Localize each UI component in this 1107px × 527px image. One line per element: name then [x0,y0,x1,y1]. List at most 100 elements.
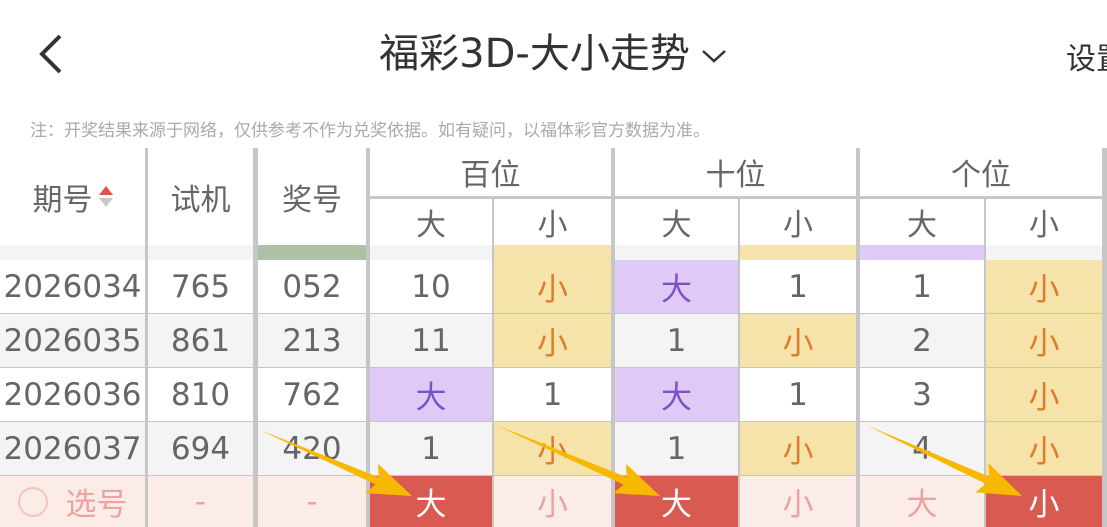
partial-row-cell [370,245,492,260]
trend-cell: 小 [986,314,1102,367]
trend-cell: 大 [370,368,492,421]
partial-row-cell [860,245,984,260]
title-text: 福彩3D-大小走势 [379,31,690,77]
header-group-2-text: 个位 [951,158,1011,193]
trend-cell-text: 大 [415,380,447,416]
header-period-text: 期号 [32,182,93,218]
partial-row-cell [986,245,1102,260]
test-cell-text: 861 [170,322,231,359]
trend-cell: 2 [860,314,984,367]
trend-cell-text: 小 [537,326,568,362]
trend-cell-text: 小 [782,326,814,362]
test-cell: 810 [148,368,253,421]
header-prize-text: 奖号 [282,182,342,218]
radio-icon[interactable] [17,486,48,517]
back-button[interactable] [34,30,74,78]
header-small-text: 小 [1029,208,1059,243]
period-cell-text: 2026036 [3,376,142,413]
select-test-text: - [194,483,207,520]
header-small: 小 [986,199,1102,245]
trend-cell: 小 [986,422,1102,475]
trend-cell: 小 [740,314,856,367]
select-option-selected[interactable]: 大 [615,476,738,527]
trend-cell: 1 [370,422,492,475]
trend-cell: 1 [860,260,984,313]
trend-cell-text: 大 [661,380,692,416]
select-test: - [148,476,253,527]
trend-cell-text: 小 [1028,272,1060,308]
header-small: 小 [740,199,856,245]
select-option[interactable]: 小 [740,476,856,527]
prize-cell-text: 052 [282,268,342,305]
select-option-selected[interactable]: 大 [370,476,492,527]
select-option-selected-text: 大 [415,487,447,523]
period-cell: 2026034 [0,260,145,313]
header-big: 大 [370,199,492,245]
trend-cell-text: 1 [912,268,932,305]
test-cell: 765 [148,260,253,313]
header-period[interactable]: 期号 [0,148,145,245]
chevron-down-icon [702,50,726,63]
trend-cell: 11 [370,314,492,367]
trend-cell: 1 [494,368,611,421]
select-prize-text: - [306,483,318,520]
select-option-selected-text: 大 [661,487,692,523]
header-small: 小 [494,199,611,245]
period-cell: 2026036 [0,368,145,421]
trend-cell-text: 1 [542,376,563,413]
header-group-0: 百位 [370,148,611,196]
header-group-2: 个位 [860,148,1102,196]
trend-cell-text: 小 [1028,380,1060,416]
trend-cell-text: 1 [788,376,808,413]
test-cell-text: 694 [170,430,231,467]
header-big-text: 大 [907,208,937,243]
sort-icon[interactable] [98,186,113,207]
select-option-selected[interactable]: 小 [986,476,1102,527]
header-big: 大 [860,199,984,245]
select-option[interactable]: 大 [860,476,984,527]
header-group-0-text: 百位 [460,158,521,193]
prize-cell: 052 [258,260,366,313]
select-option[interactable]: 小 [494,476,611,527]
trend-cell-text: 2 [912,322,932,359]
header-big-text: 大 [661,208,692,243]
trend-cell-text: 小 [1028,434,1060,470]
prize-cell: 762 [258,368,366,421]
prize-cell-text: 762 [282,376,342,413]
partial-row-cell [740,245,856,260]
partial-row-cell [494,245,611,260]
trend-cell: 大 [615,368,738,421]
header-big: 大 [615,199,738,245]
trend-cell-text: 4 [912,430,932,467]
trend-cell: 小 [986,368,1102,421]
trend-cell-text: 1 [666,322,687,359]
trend-cell-text: 11 [411,322,451,359]
select-option-text: 大 [906,487,938,523]
select-row-label[interactable]: 选号 [0,476,145,527]
prize-cell: 420 [258,422,366,475]
period-cell: 2026037 [0,422,145,475]
test-cell: 694 [148,422,253,475]
page-title[interactable]: 福彩3D-大小走势 [0,26,1107,82]
trend-cell-text: 10 [411,268,451,305]
trend-cell: 4 [860,422,984,475]
trend-cell: 1 [615,314,738,367]
trend-cell-text: 小 [537,272,568,308]
trend-cell: 小 [494,422,611,475]
header-big-text: 大 [416,208,446,243]
period-cell: 2026035 [0,314,145,367]
partial-row-cell [148,245,253,260]
partial-row-cell [0,245,145,260]
trend-cell: 1 [740,260,856,313]
trend-cell: 1 [615,422,738,475]
header-small-text: 小 [537,208,568,243]
trend-cell-text: 小 [537,434,568,470]
settings-button[interactable]: 设置 [1066,42,1107,77]
trend-cell-text: 大 [661,272,692,308]
trend-cell: 小 [986,260,1102,313]
select-prize: - [258,476,366,527]
trend-cell-text: 1 [788,268,808,305]
trend-cell-text: 3 [912,376,932,413]
trend-cell: 10 [370,260,492,313]
partial-row-cell [615,245,738,260]
